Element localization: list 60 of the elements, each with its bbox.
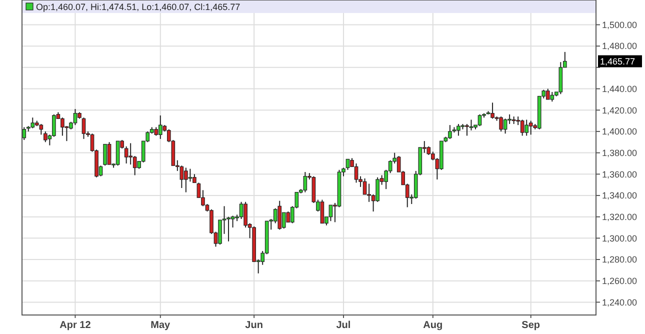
candlestick	[188, 168, 192, 182]
y-tick-label: 1,360.00	[602, 169, 638, 180]
candlestick	[503, 118, 508, 134]
x-tick-label: May	[150, 320, 171, 331]
candlestick	[346, 158, 350, 170]
candlestick	[103, 144, 107, 166]
candlestick	[230, 215, 235, 228]
y-tick-label: 1,300.00	[602, 233, 638, 244]
candlestick	[303, 172, 308, 193]
y-tick-label: 1,440.00	[602, 84, 638, 94]
y-tick-label: 1,380.00	[602, 148, 638, 158]
candlestick	[244, 201, 248, 228]
text: Op:1,460.07, Hi:1,474.51, Lo:1,460.07, Cl:1,465.77	[36, 2, 240, 12]
candlestick	[52, 114, 56, 138]
candlestick	[550, 91, 554, 102]
candlestick	[448, 124, 452, 140]
candlestick	[184, 167, 188, 193]
candlestick	[132, 155, 137, 176]
x-tick-label: Jul	[336, 320, 351, 331]
x-tick-label: Aug	[423, 320, 443, 331]
y-tick-label: 1,260.00	[602, 276, 638, 286]
candlestick	[469, 119, 474, 131]
candlestick	[218, 220, 222, 246]
y-tick-label: 1,240.00	[602, 297, 638, 308]
y-tick-label: 1,340.00	[602, 190, 638, 201]
candlestick	[82, 117, 86, 140]
candlestick	[278, 200, 282, 230]
candlestick	[456, 123, 460, 136]
candlestick	[44, 130, 48, 143]
candlestick	[367, 183, 371, 202]
candlestick	[320, 199, 324, 224]
x-tick-label: Apr 12	[60, 320, 92, 331]
y-tick-label: 1,320.00	[602, 212, 638, 222]
candlestick	[124, 146, 128, 164]
candlestick	[328, 204, 333, 222]
candlestick	[362, 178, 367, 195]
candlestick	[499, 116, 503, 132]
y-tick-label: 1,400.00	[602, 126, 638, 137]
candlestick	[39, 123, 44, 136]
candlestick	[180, 165, 184, 189]
candlestick	[354, 162, 358, 184]
text: 1,465.77	[600, 56, 636, 66]
y-tick-label: 1,500.00	[602, 20, 638, 30]
candlestick	[520, 119, 524, 136]
candlestick	[158, 114, 162, 140]
candlestick	[528, 120, 533, 136]
candlestick	[22, 126, 26, 140]
x-tick-label: Sep	[522, 320, 540, 331]
y-tick-label: 1,280.00	[602, 254, 638, 265]
candlestick	[116, 140, 120, 166]
candlestick	[30, 117, 35, 129]
candlestick	[478, 114, 482, 127]
y-tick-label: 1,480.00	[602, 41, 638, 52]
candlestick	[546, 88, 550, 100]
x-tick-label: Jun	[245, 320, 263, 331]
candlestick	[490, 102, 494, 120]
candlestick	[107, 142, 112, 166]
y-tick-label: 1,420.00	[602, 105, 638, 116]
candlestick	[465, 123, 469, 136]
candlestick	[73, 108, 78, 126]
